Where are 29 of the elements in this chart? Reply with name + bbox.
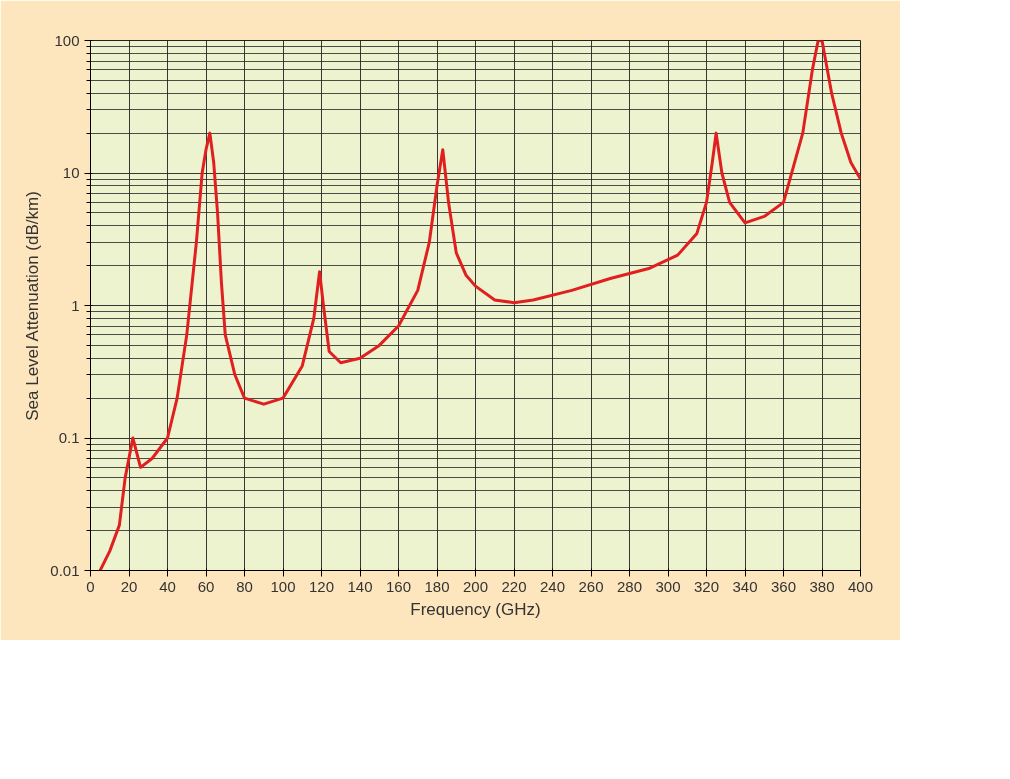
x-tick-label: 20 — [120, 577, 138, 595]
y-tick-label: 100 — [54, 31, 80, 49]
x-tick-label: 180 — [424, 577, 450, 595]
line-series — [98, 40, 861, 571]
x-tick-label: 340 — [732, 577, 758, 595]
x-tick-label: 60 — [197, 577, 215, 595]
x-tick-label: 300 — [655, 577, 681, 595]
x-tick-label: 360 — [770, 577, 797, 595]
x-tick-label: 0 — [86, 577, 95, 595]
x-tick-label: 280 — [616, 577, 643, 595]
x-tick-label: 40 — [159, 577, 176, 595]
x-tick-label: 120 — [308, 577, 335, 595]
y-tick-label: 0.01 — [50, 561, 80, 579]
x-tick-label: 400 — [847, 577, 874, 595]
x-tick-label: 80 — [236, 577, 253, 595]
y-tick-label: 0.1 — [58, 429, 80, 446]
x-tick-label: 220 — [501, 577, 527, 595]
x-tick-label: 100 — [270, 577, 296, 595]
x-tick-label: 320 — [693, 577, 720, 595]
y-tick-label: 10 — [62, 164, 80, 181]
x-tick-label: 380 — [809, 577, 835, 595]
x-tick-label: 200 — [462, 577, 489, 595]
x-tick-label: 160 — [385, 577, 412, 595]
x-axis-title: Frequency (GHz) — [410, 599, 541, 619]
x-tick-label: 140 — [347, 577, 373, 595]
x-tick-label: 240 — [539, 577, 566, 595]
y-axis-title: Sea Level Attenuation (dB/km) — [23, 191, 43, 421]
x-tick-label: 260 — [578, 577, 604, 595]
y-tick-label: 1 — [71, 296, 80, 314]
